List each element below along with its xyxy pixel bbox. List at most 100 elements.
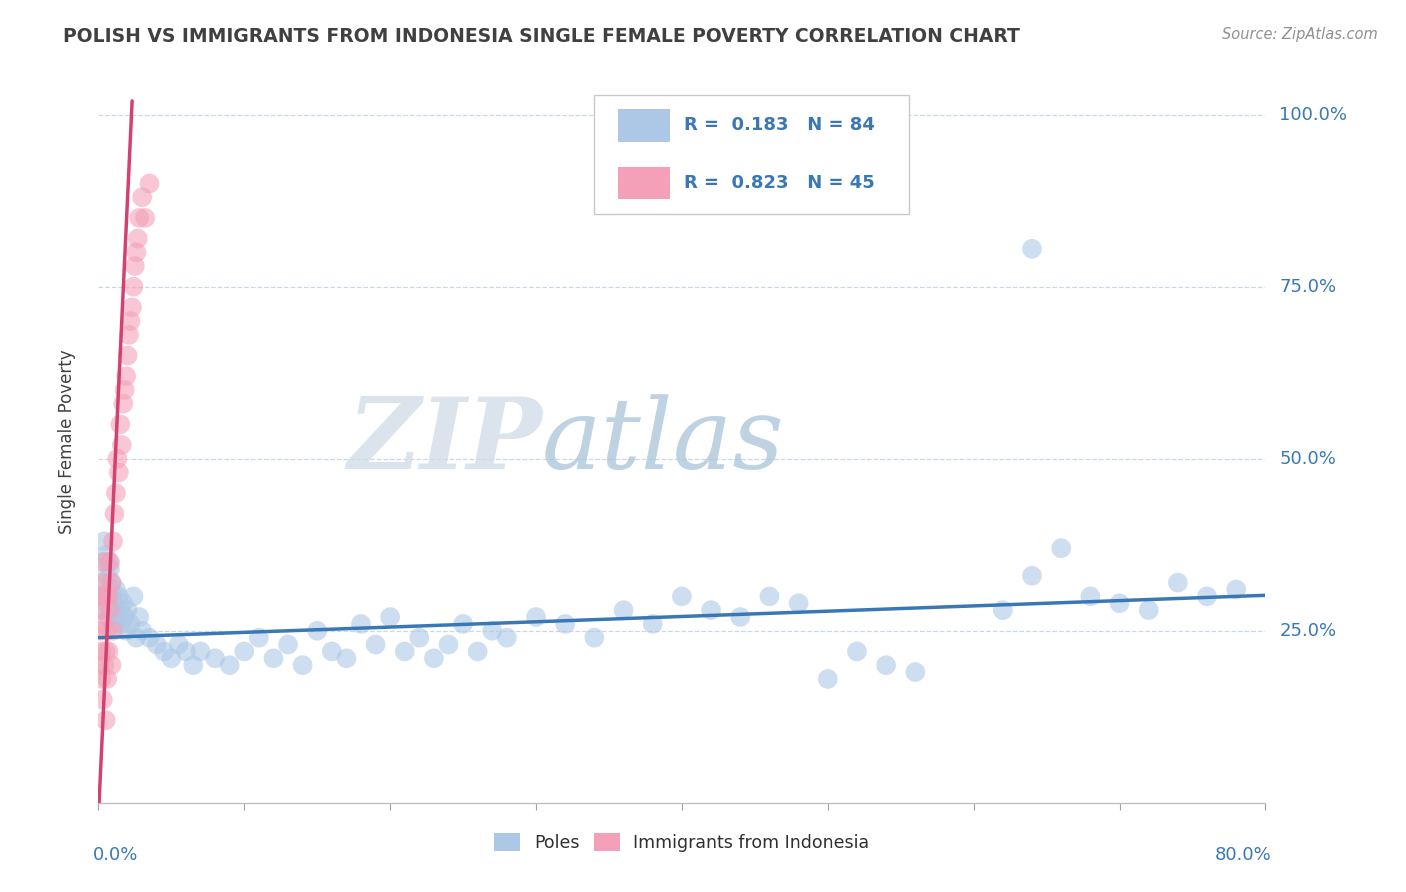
Point — [122, 590, 145, 604]
Point — [124, 259, 146, 273]
Point — [350, 616, 373, 631]
Point — [437, 638, 460, 652]
Point — [101, 624, 124, 638]
Point — [190, 644, 212, 658]
Point — [233, 644, 256, 658]
Point — [90, 590, 112, 604]
Point — [1050, 541, 1073, 556]
Text: R =  0.823   N = 45: R = 0.823 N = 45 — [685, 174, 875, 193]
Point — [94, 590, 117, 604]
Point — [380, 610, 402, 624]
Point — [111, 616, 134, 631]
Point — [111, 438, 134, 452]
Point — [118, 327, 141, 342]
Point — [451, 616, 474, 631]
Point — [98, 555, 121, 569]
Point — [277, 638, 299, 652]
Point — [335, 651, 357, 665]
Point — [89, 624, 111, 638]
Point — [127, 231, 149, 245]
Text: 50.0%: 50.0% — [1279, 450, 1336, 467]
Point — [97, 590, 120, 604]
Point — [134, 211, 156, 225]
Bar — [617, 109, 671, 142]
Point — [991, 603, 1014, 617]
Point — [100, 658, 122, 673]
Point — [1167, 575, 1189, 590]
Point — [91, 555, 114, 569]
Text: R =  0.183   N = 84: R = 0.183 N = 84 — [685, 117, 875, 135]
Point — [100, 575, 122, 590]
Point — [700, 603, 723, 617]
Point — [98, 603, 121, 617]
Point — [262, 651, 284, 665]
Point — [115, 624, 138, 638]
Point — [101, 590, 124, 604]
Point — [138, 631, 160, 645]
Point — [467, 644, 489, 658]
Point — [115, 369, 138, 384]
Point — [110, 603, 132, 617]
Point — [128, 211, 150, 225]
Point — [1021, 242, 1043, 256]
Point — [481, 624, 503, 638]
Text: atlas: atlas — [541, 394, 785, 489]
Point — [321, 644, 343, 658]
Bar — [617, 167, 671, 200]
Point — [758, 590, 780, 604]
Point — [120, 314, 142, 328]
Point — [96, 672, 118, 686]
Point — [181, 658, 204, 673]
Point — [93, 603, 115, 617]
Point — [112, 596, 135, 610]
Point — [218, 658, 240, 673]
Y-axis label: Single Female Poverty: Single Female Poverty — [58, 350, 76, 533]
Point — [91, 575, 114, 590]
Point — [97, 610, 120, 624]
Text: 80.0%: 80.0% — [1215, 847, 1271, 864]
Point — [96, 624, 118, 638]
Point — [94, 644, 117, 658]
Point — [96, 568, 118, 582]
Point — [1021, 568, 1043, 582]
Point — [103, 596, 125, 610]
Point — [612, 603, 634, 617]
Point — [671, 590, 693, 604]
Point — [91, 616, 114, 631]
Point — [112, 397, 135, 411]
Point — [364, 638, 387, 652]
Point — [105, 610, 128, 624]
Point — [101, 534, 124, 549]
Point — [1137, 603, 1160, 617]
Point — [108, 590, 131, 604]
Point — [583, 631, 606, 645]
Point — [153, 644, 176, 658]
Point — [90, 644, 112, 658]
Point — [100, 603, 122, 617]
Point — [131, 190, 153, 204]
Point — [125, 245, 148, 260]
Point — [101, 616, 124, 631]
Point — [128, 610, 150, 624]
Point — [100, 575, 122, 590]
Point — [108, 466, 131, 480]
Point — [114, 610, 136, 624]
Point — [167, 638, 190, 652]
Point — [875, 658, 897, 673]
Point — [117, 603, 139, 617]
Point — [89, 658, 111, 673]
Point — [641, 616, 664, 631]
FancyBboxPatch shape — [595, 95, 910, 214]
Point — [104, 582, 127, 597]
Point — [496, 631, 519, 645]
Point — [160, 651, 183, 665]
Text: POLISH VS IMMIGRANTS FROM INDONESIA SINGLE FEMALE POVERTY CORRELATION CHART: POLISH VS IMMIGRANTS FROM INDONESIA SING… — [63, 27, 1021, 45]
Point — [730, 610, 752, 624]
Point — [174, 644, 197, 658]
Text: 100.0%: 100.0% — [1279, 105, 1347, 124]
Point — [423, 651, 446, 665]
Point — [247, 631, 270, 645]
Point — [1080, 590, 1102, 604]
Point — [105, 451, 128, 466]
Point — [94, 575, 117, 590]
